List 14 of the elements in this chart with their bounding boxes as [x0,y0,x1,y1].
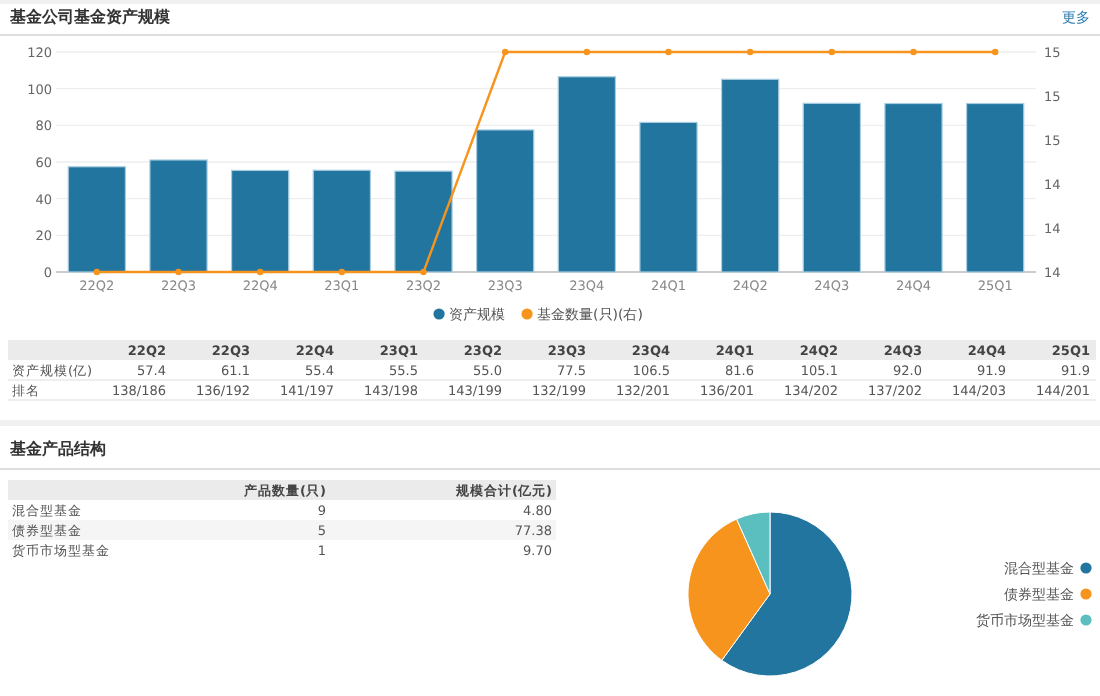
bar [557,76,617,273]
bar [67,166,127,273]
bar [394,170,453,273]
bar [230,169,290,273]
bar [802,102,862,273]
bar [475,129,535,273]
bar [884,102,943,273]
bar [312,169,372,273]
text: 基金产品结构 [8,440,106,458]
chart-title: 基金公司基金资产规模 [8,8,172,26]
bar [639,121,698,273]
bar [720,78,780,273]
bar [149,159,208,273]
bar [965,102,1025,273]
